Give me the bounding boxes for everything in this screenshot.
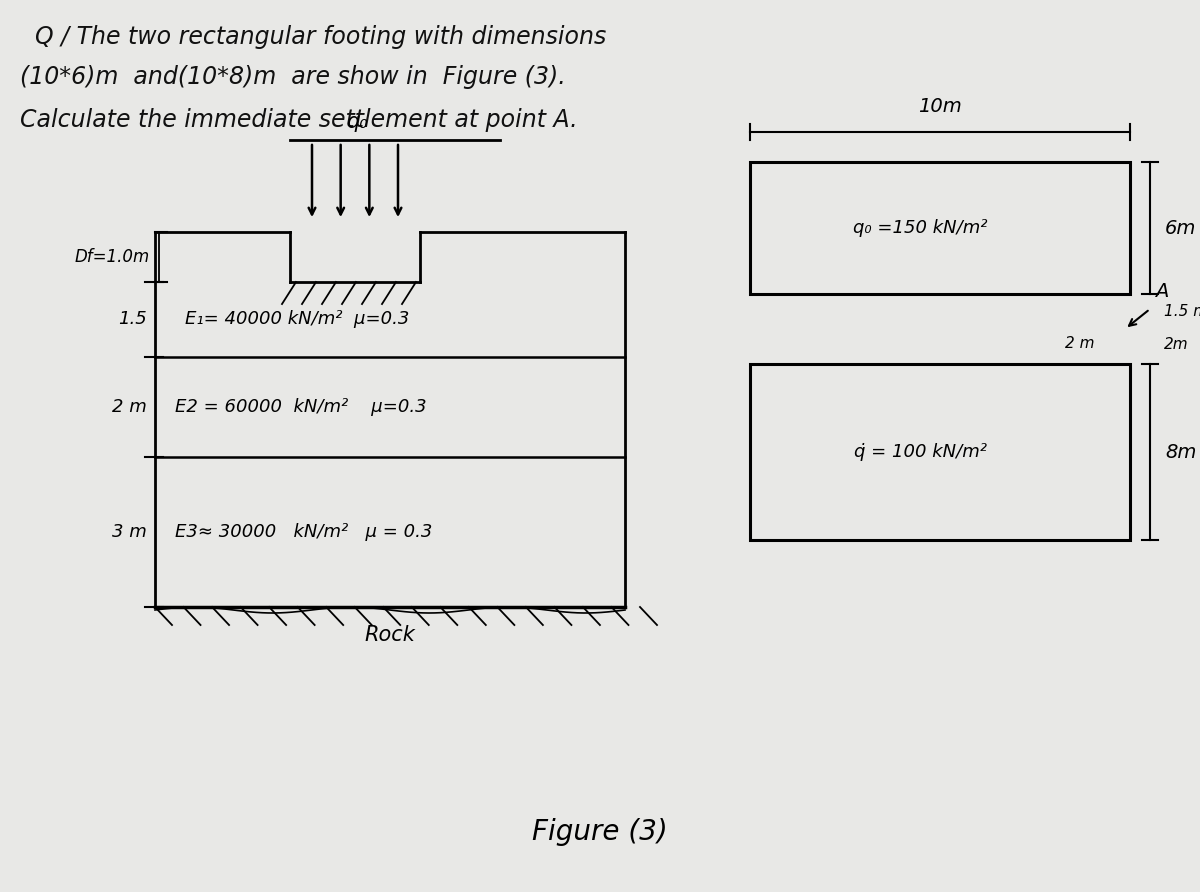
Bar <box>750 162 1130 294</box>
Text: Df=1.0m: Df=1.0m <box>74 248 150 266</box>
Text: 2 m: 2 m <box>113 398 148 416</box>
Text: 6m: 6m <box>1165 219 1196 237</box>
Text: Calculate the immediate settlement at point A.: Calculate the immediate settlement at po… <box>20 108 577 132</box>
Text: 2 m: 2 m <box>1066 336 1094 351</box>
Text: q⁠̇ = 100 kN/m²: q⁠̇ = 100 kN/m² <box>853 443 986 461</box>
Text: 10m: 10m <box>918 97 962 116</box>
Text: E3≈ 30000   kN/m²   μ = 0.3: E3≈ 30000 kN/m² μ = 0.3 <box>175 523 432 541</box>
Text: E₁= 40000 kN/m²  μ=0.3: E₁= 40000 kN/m² μ=0.3 <box>185 310 409 328</box>
Text: Rock: Rock <box>365 625 415 645</box>
Text: q₀: q₀ <box>346 112 368 132</box>
Text: E2 = 60000  kN/m²    μ=0.3: E2 = 60000 kN/m² μ=0.3 <box>175 398 427 416</box>
Text: (10*6)m  and(10*8)m  are show in  Figure (3).: (10*6)m and(10*8)m are show in Figure (3… <box>20 65 565 89</box>
Text: A: A <box>1154 282 1169 301</box>
Text: Q / The two rectangular footing with dimensions: Q / The two rectangular footing with dim… <box>35 25 606 49</box>
Text: q₀ =150 kN/m²: q₀ =150 kN/m² <box>853 219 988 237</box>
Text: 1.5 m: 1.5 m <box>1164 304 1200 319</box>
Text: 1.5: 1.5 <box>119 310 148 328</box>
Text: 3 m: 3 m <box>113 523 148 541</box>
Bar <box>750 364 1130 540</box>
Text: 8m: 8m <box>1165 442 1196 461</box>
Text: Figure (3): Figure (3) <box>532 818 668 846</box>
Text: 2m: 2m <box>1164 337 1189 352</box>
